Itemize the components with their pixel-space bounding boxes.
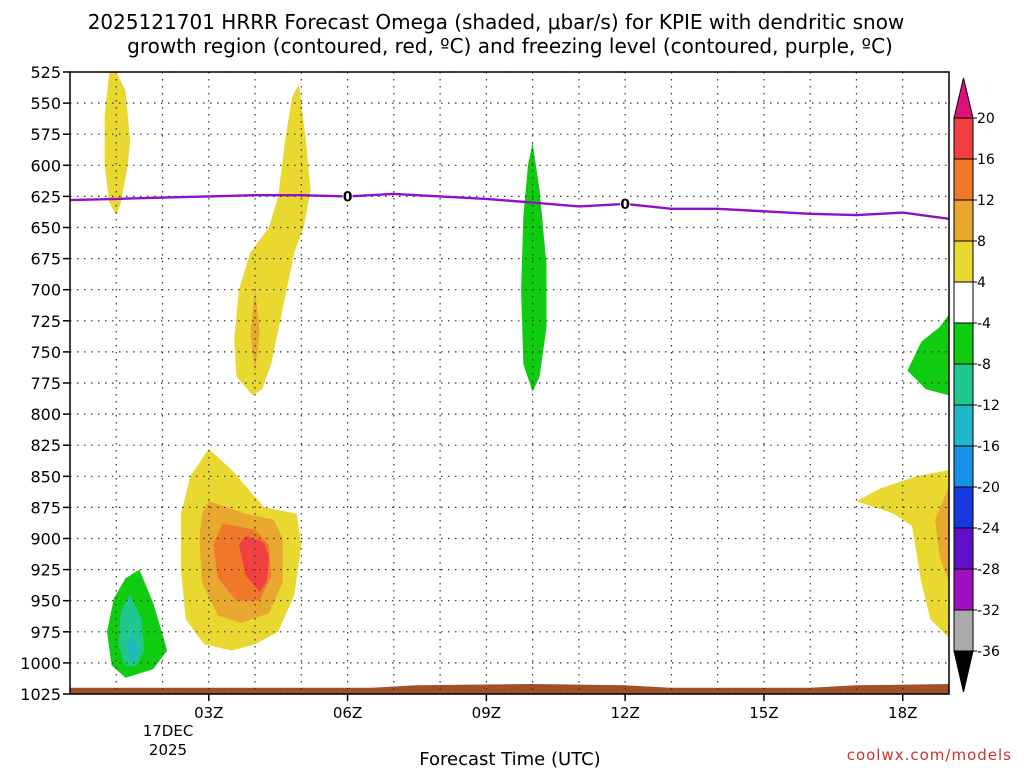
colorbar-tick-label: -20	[977, 480, 1000, 496]
colorbar-box	[953, 609, 974, 652]
y-tick-label: 650	[30, 219, 61, 238]
x-tick-label: 09Z	[472, 704, 501, 722]
y-tick-label: 950	[30, 592, 61, 611]
colorbar-box	[953, 322, 974, 365]
y-tick-label: 550	[30, 94, 61, 113]
colorbar-tick-label: 12	[977, 193, 995, 209]
colorbar-box	[953, 568, 974, 611]
colorbar-box	[953, 445, 974, 488]
colorbar-tick-label: -16	[977, 439, 1000, 455]
colorbar-box	[953, 404, 974, 447]
y-tick-label: 525	[30, 63, 61, 82]
colorbar-tick-label: -8	[977, 357, 991, 373]
colorbar-box	[953, 281, 974, 324]
colorbar-tick-label: 16	[977, 152, 995, 168]
chart-title-line2: growth region (contoured, red, ºC) and f…	[127, 34, 893, 58]
colorbar-tick-label: -36	[977, 644, 1000, 660]
y-tick-label: 600	[30, 156, 61, 175]
x-axis-title: Forecast Time (UTC)	[419, 749, 600, 768]
y-tick-label: 975	[30, 623, 61, 642]
ground-surface-strip	[70, 684, 949, 694]
y-tick-label: 575	[30, 125, 61, 144]
colorbar-tick-label: -28	[977, 562, 1000, 578]
colorbar-box	[953, 486, 974, 529]
shaded-region-sinking-cyan-core-lowlevel	[127, 631, 138, 661]
x-tick-label: 06Z	[333, 704, 362, 722]
y-tick-label: 850	[30, 467, 61, 486]
x-tick-label: 12Z	[610, 704, 639, 722]
colorbar-box	[953, 363, 974, 406]
y-tick-label: 875	[30, 498, 61, 517]
x-year-label: 2025	[149, 741, 187, 759]
shaded-region-rising-red-core-lowlevel	[238, 536, 269, 592]
colorbar-tick-label: -12	[977, 398, 1000, 414]
x-tick-label: 18Z	[888, 704, 917, 722]
shaded-layer	[70, 72, 949, 694]
freezing-level-label: 0	[620, 197, 630, 213]
colorbar-box	[953, 117, 974, 160]
colorbar-box	[953, 158, 974, 201]
y-tick-label: 1000	[20, 654, 61, 673]
y-tick-label: 925	[30, 561, 61, 580]
y-tick-label: 750	[30, 343, 61, 362]
credit-text: coolwx.com/models	[847, 746, 1012, 764]
y-tick-label: 825	[30, 436, 61, 455]
shaded-region-sinking-green-streak	[521, 142, 547, 392]
y-tick-label: 625	[30, 187, 61, 206]
y-tick-label: 725	[30, 312, 61, 331]
chart-title-line1: 2025121701 HRRR Forecast Omega (shaded, …	[88, 10, 905, 34]
colorbar-top-arrow	[953, 77, 974, 119]
freezing-level-label-bg	[620, 195, 631, 210]
y-tick-label: 700	[30, 281, 61, 300]
colorbar-tick-label: 20	[977, 111, 995, 127]
shaded-region-rising-yellow-lowlevel-late	[856, 470, 949, 638]
colorbar-box	[953, 240, 974, 283]
freezing-level-label-bg	[342, 188, 353, 203]
shaded-region-rising-yellow-plume-early	[104, 72, 131, 216]
freezing-level-line	[69, 192, 950, 220]
colorbar-box	[953, 199, 974, 242]
colorbar-box	[953, 527, 974, 570]
colorbar-tick-label: -32	[977, 603, 1000, 619]
y-tick-label: 800	[30, 405, 61, 424]
shaded-region-rising-orange-core-mid	[250, 289, 260, 371]
shaded-region-rising-yellow-plume-mid	[234, 84, 311, 396]
freezing-level-label: 0	[343, 189, 353, 205]
colorbar-tick-label: -4	[977, 316, 991, 332]
colorbar-tick-label: -24	[977, 521, 1000, 537]
x-tick-label: 03Z	[194, 704, 223, 722]
colorbar-tick-label: 4	[977, 275, 986, 291]
colorbar: 20 16 12 8 4 -4 -8 -12 -16 -20 -24 -28 -32 -36	[953, 77, 1000, 693]
shaded-region-rising-orange-lowlevel-late	[935, 486, 949, 582]
plot-area: 0 0 525 550 575 600 625 650 675 700 725 750 775 800 82…	[20, 63, 950, 722]
y-tick-label: 775	[30, 374, 61, 393]
colorbar-bottom-arrow	[953, 650, 974, 693]
colorbar-tick-label: 8	[977, 234, 986, 250]
x-tick-label: 15Z	[749, 704, 778, 722]
y-tick-label: 900	[30, 530, 61, 549]
shaded-region-sinking-green-lobe-late	[907, 314, 949, 396]
x-date-label: 17DEC	[143, 722, 194, 740]
shaded-region-sinking-teal-core-lowlevel	[118, 594, 144, 667]
y-tick-label: 675	[30, 250, 61, 269]
y-tick-label: 1025	[20, 685, 61, 704]
